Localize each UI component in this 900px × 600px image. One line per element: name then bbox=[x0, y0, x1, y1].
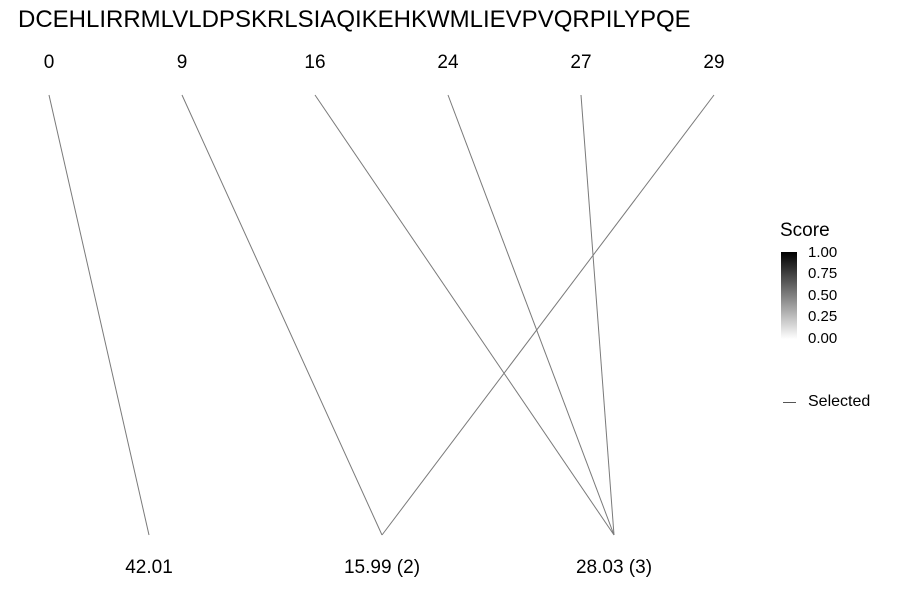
legend-tick-0-50: 0.50 bbox=[808, 287, 838, 304]
selected-line-swatch bbox=[783, 402, 796, 403]
legend-tick-0-00: 0.00 bbox=[808, 330, 838, 347]
legend-tick-1-00: 1.00 bbox=[808, 244, 838, 261]
selected-legend-label: Selected bbox=[808, 393, 871, 410]
position-label-24: 24 bbox=[437, 52, 459, 73]
position-label-27: 27 bbox=[570, 52, 592, 73]
position-label-29: 29 bbox=[703, 52, 725, 73]
link-line-24 bbox=[447, 94, 615, 536]
link-line-29 bbox=[381, 94, 715, 536]
link-line-27 bbox=[580, 94, 615, 536]
link-line-16 bbox=[314, 94, 615, 536]
legend-tick-0-75: 0.75 bbox=[808, 265, 838, 282]
mass-label-42-01: 42.01 bbox=[125, 557, 173, 578]
peptide-sequence: DCEHLIRRMLVLDPSKRLSIAQIKEHKWMLIEVPVQRPIL… bbox=[18, 6, 691, 33]
link-line-9 bbox=[181, 94, 383, 536]
link-line-0 bbox=[48, 94, 150, 536]
mass-label-15-99: 15.99 (2) bbox=[343, 557, 421, 578]
position-label-9: 9 bbox=[176, 52, 188, 73]
mass-label-28-03: 28.03 (3) bbox=[575, 557, 653, 578]
legend-title: Score bbox=[780, 220, 830, 241]
score-colorbar bbox=[781, 252, 797, 339]
position-label-0: 0 bbox=[43, 52, 55, 73]
legend-tick-0-25: 0.25 bbox=[808, 308, 838, 325]
position-label-16: 16 bbox=[304, 52, 326, 73]
